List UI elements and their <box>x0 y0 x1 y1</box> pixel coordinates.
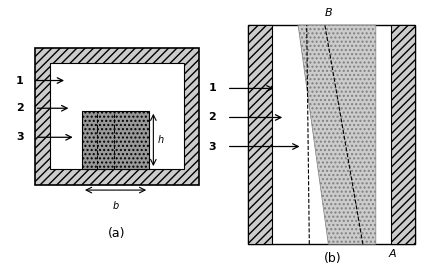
Text: B: B <box>324 8 332 18</box>
Text: 2: 2 <box>16 103 24 113</box>
FancyBboxPatch shape <box>248 25 272 244</box>
Text: h: h <box>158 135 164 145</box>
Text: b: b <box>113 201 119 211</box>
Text: (b): (b) <box>324 252 341 264</box>
Text: 1: 1 <box>208 83 216 93</box>
Text: (a): (a) <box>108 227 125 240</box>
FancyBboxPatch shape <box>391 25 415 244</box>
FancyBboxPatch shape <box>248 25 415 244</box>
Polygon shape <box>298 25 376 244</box>
Text: 3: 3 <box>208 142 216 152</box>
FancyBboxPatch shape <box>50 63 184 169</box>
Text: 2: 2 <box>208 112 216 122</box>
Text: 3: 3 <box>16 132 24 142</box>
Text: A: A <box>389 249 397 260</box>
Text: 1: 1 <box>16 76 24 86</box>
FancyBboxPatch shape <box>35 48 199 185</box>
FancyBboxPatch shape <box>82 111 149 169</box>
